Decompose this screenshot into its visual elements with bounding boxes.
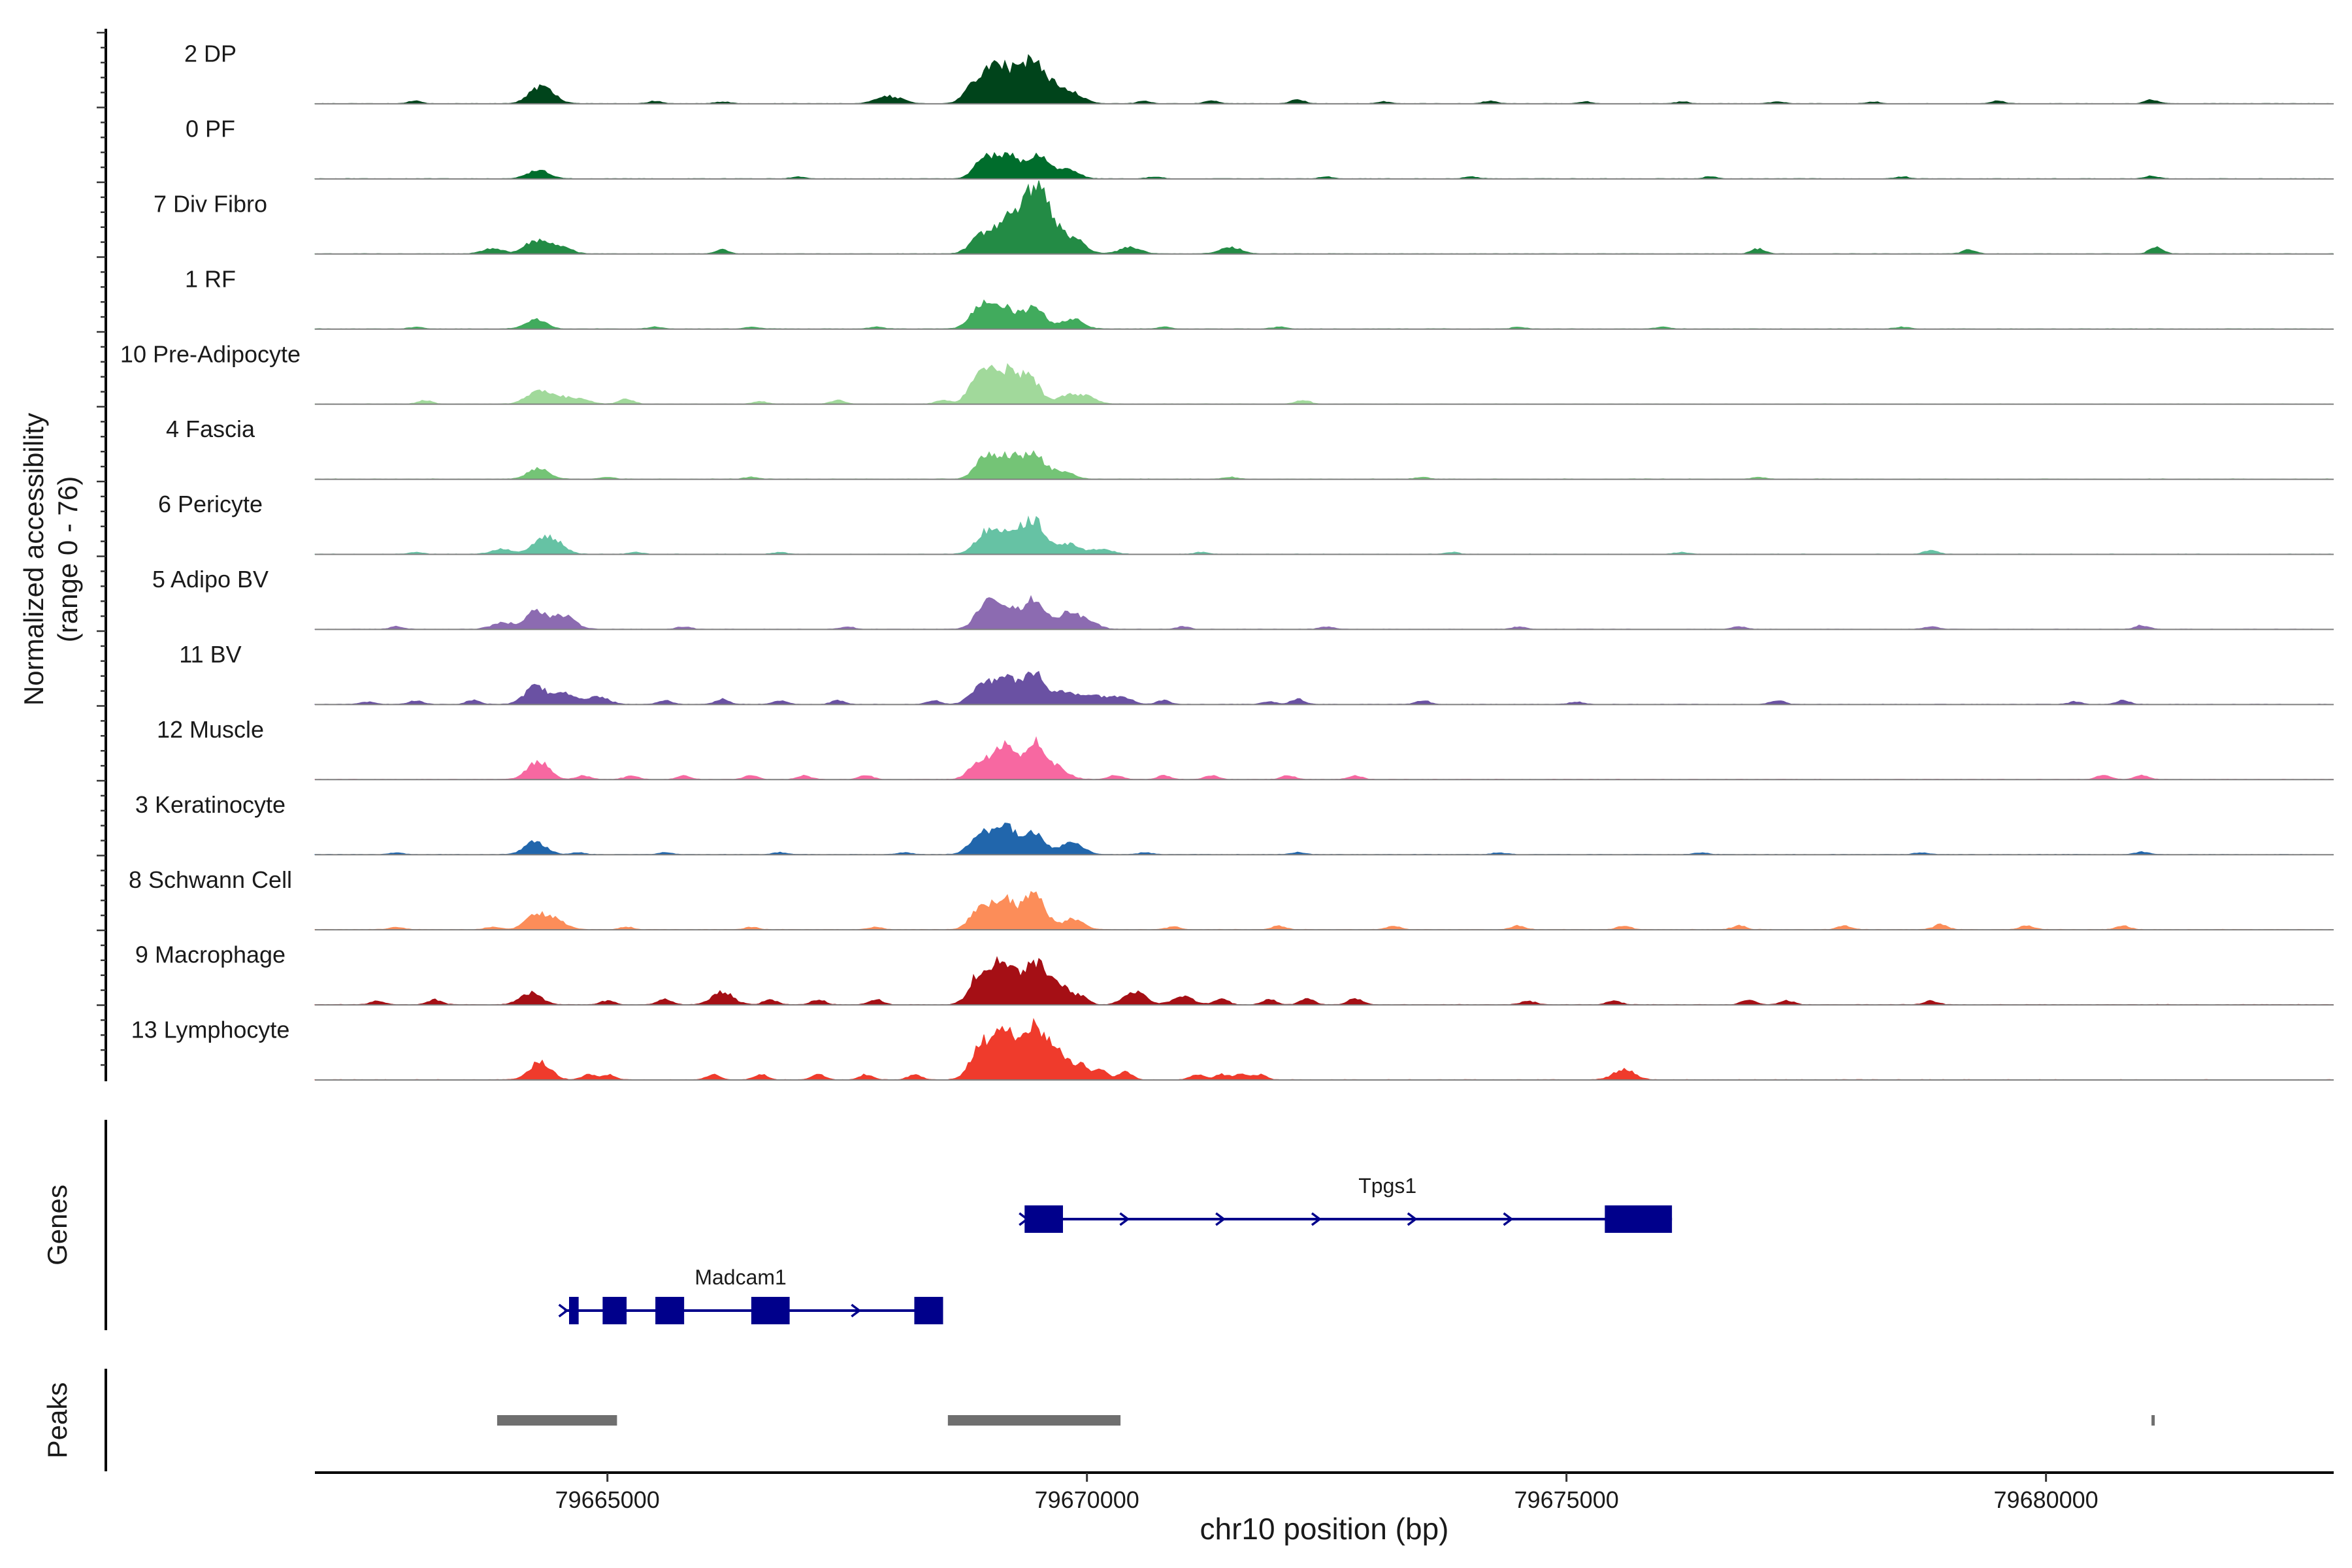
peak-region [497,1415,617,1426]
strand-arrow [558,1303,569,1318]
genes-label: Genes [42,1184,73,1266]
gene-annotations: Tpgs1 Madcam1 [558,1174,1673,1324]
x-tick-label: 79665000 [555,1486,660,1513]
track-5: 10 Pre-Adipocyte [120,340,2334,405]
strand-arrow [1311,1212,1322,1226]
track-6: 4 Fascia [166,416,2334,480]
track-14: 13 Lymphocyte [131,1017,2334,1081]
track-label: 10 Pre-Adipocyte [120,340,301,367]
track-4: 1 RF [185,265,2334,330]
y-axis-range: (range 0 - 76) [52,476,83,642]
gene-exon [1024,1205,1063,1233]
coverage-tracks: 2 DP 0 PF 7 Div Fibro 1 RF 10 Pre-Adipocyte 4… [120,41,2334,1081]
peak-region [947,1415,1121,1426]
gene-name: Tpgs1 [1358,1174,1416,1198]
gene-madcam1: Madcam1 [558,1266,943,1324]
gene-exon [751,1297,790,1324]
track-label: 9 Macrophage [135,941,286,968]
track-8: 5 Adipo BV [152,566,2334,630]
x-axis-ticks: 79665000 79670000 79675000 79680000 [555,1473,2099,1513]
track-label: 11 BV [179,641,241,668]
strand-arrow [1407,1212,1418,1226]
track-label: 12 Muscle [157,716,264,743]
track-label: 7 Div Fibro [154,190,267,217]
track-label: 8 Schwann Cell [129,866,292,893]
x-tick-label: 79675000 [1514,1486,1619,1513]
coverage-area [314,890,2334,930]
gene-exon [655,1297,685,1324]
coverage-area [314,299,2334,330]
strand-arrow [1019,1212,1030,1226]
y-axis-ticks [97,31,106,1066]
gene-name: Madcam1 [694,1266,787,1289]
x-axis-title: chr10 position (bp) [1200,1512,1449,1546]
coverage-area [314,823,2334,855]
track-9: 11 BV [179,641,2334,706]
track-label: 1 RF [185,265,236,292]
coverage-area [314,736,2334,780]
gene-exon [1605,1205,1673,1233]
coverage-area [314,54,2334,105]
track-10: 12 Muscle [157,716,2334,781]
coverage-area [314,152,2334,180]
track-13: 9 Macrophage [135,941,2334,1006]
coverage-area [314,1017,2334,1081]
coverage-area [314,595,2334,630]
peaks-label: Peaks [42,1382,73,1459]
coverage-area [314,670,2334,705]
peak-regions [497,1415,2155,1426]
x-tick-label: 79670000 [1035,1486,1139,1513]
track-label: 0 PF [186,115,235,142]
strand-arrow [1215,1212,1226,1226]
coverage-area [314,450,2334,480]
coverage-area [314,956,2334,1005]
y-axis-label: Normalized accessibility (range 0 - 76) [18,413,83,706]
track-label: 6 Pericyte [158,491,263,517]
track-3: 7 Div Fibro [154,180,2334,255]
track-11: 3 Keratinocyte [135,791,2334,856]
track-label: 4 Fascia [166,416,255,442]
track-12: 8 Schwann Cell [129,866,2334,931]
track-label: 13 Lymphocyte [131,1017,290,1043]
track-2: 0 PF [186,115,2334,180]
coverage-area [314,515,2334,555]
track-7: 6 Pericyte [158,491,2334,555]
coverage-area [314,363,2334,405]
track-label: 5 Adipo BV [152,566,269,593]
track-label: 3 Keratinocyte [135,791,286,818]
strand-arrow [1119,1212,1130,1226]
x-tick-label: 79680000 [1994,1486,2099,1513]
peak-region [2151,1415,2155,1426]
gene-exon [914,1297,943,1324]
gene-exon [569,1297,579,1324]
y-axis-title: Normalized accessibility [18,413,49,706]
track-1: 2 DP [184,41,2334,105]
strand-arrow [851,1303,862,1318]
track-label: 2 DP [184,41,237,67]
coverage-area [314,180,2334,255]
gene-tpgs1: Tpgs1 [1019,1174,1673,1233]
strand-arrow [1503,1212,1514,1226]
gene-exon [602,1297,627,1324]
